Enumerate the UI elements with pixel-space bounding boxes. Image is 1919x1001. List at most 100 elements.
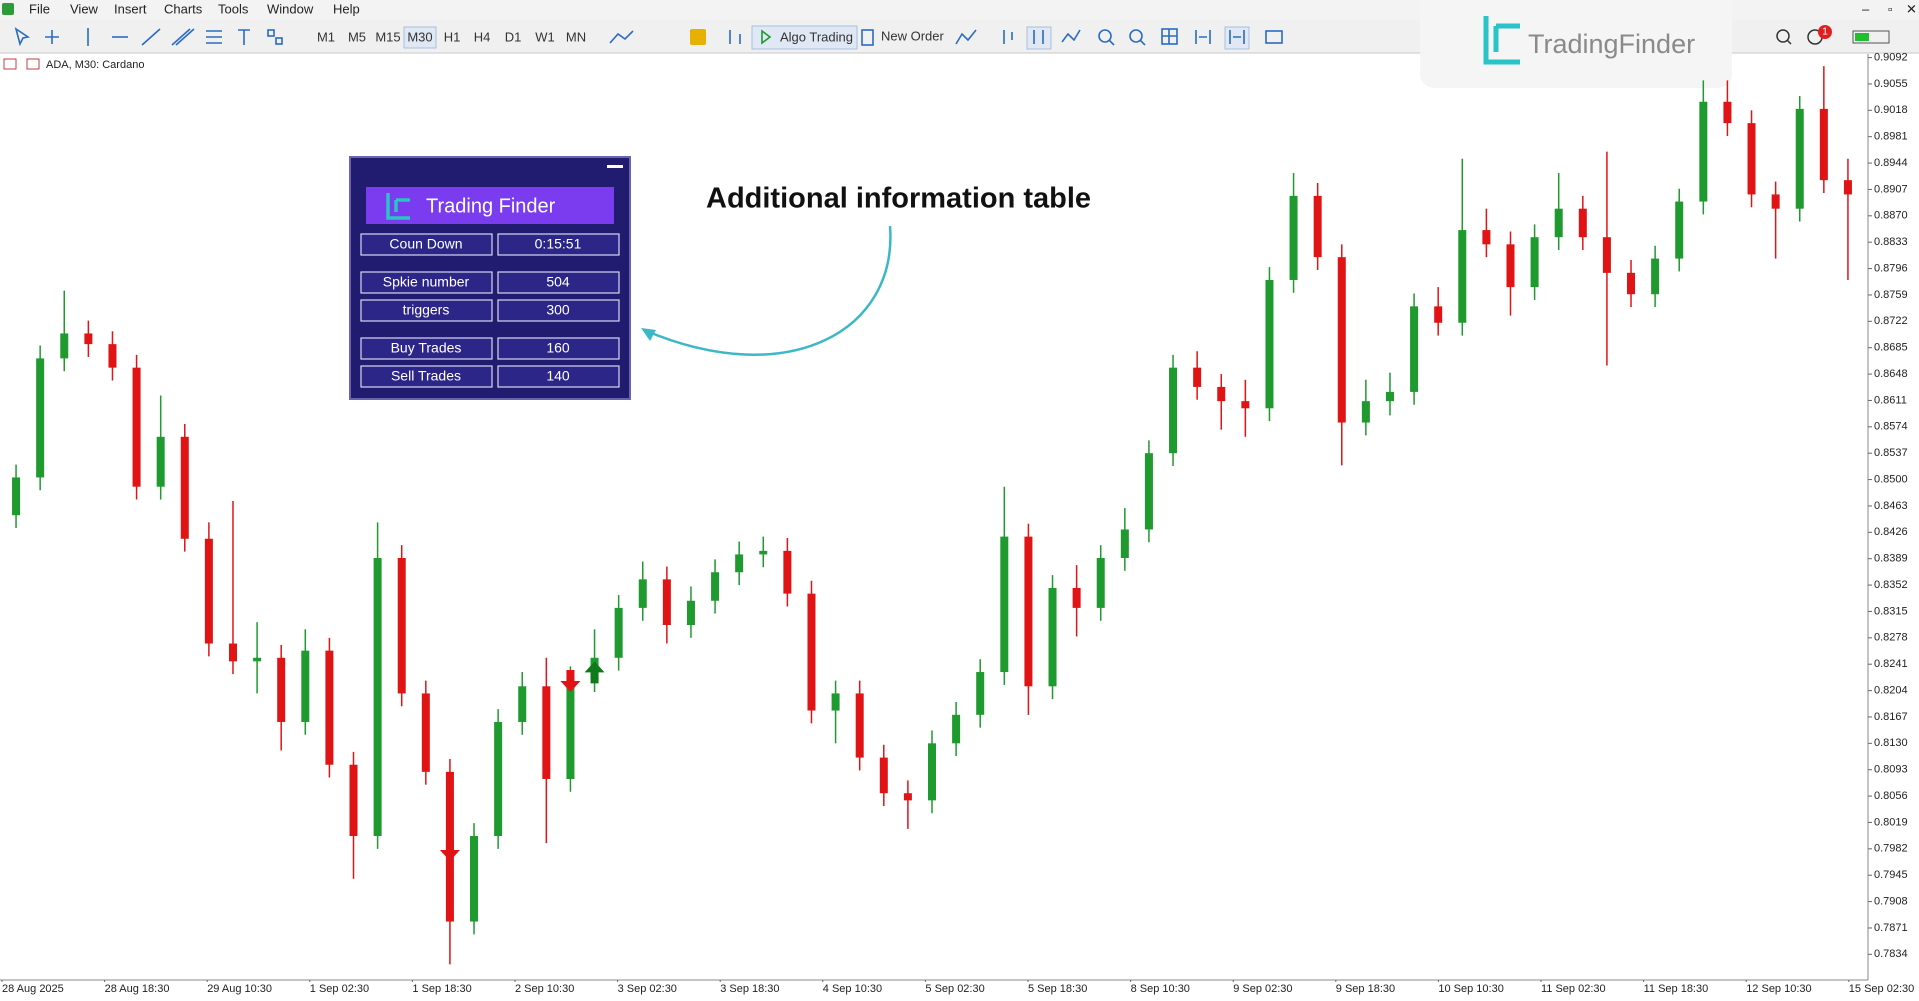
menu-item[interactable]: Insert bbox=[114, 1, 147, 16]
y-tick-label: 0.7982 bbox=[1874, 843, 1908, 855]
x-tick-label: 9 Sep 02:30 bbox=[1233, 983, 1292, 995]
x-tick-label: 4 Sep 10:30 bbox=[823, 983, 882, 995]
x-tick-label: 3 Sep 02:30 bbox=[618, 983, 677, 995]
candle-body bbox=[421, 693, 430, 772]
row-label: Sell Trades bbox=[391, 368, 461, 384]
active-timeframe bbox=[403, 26, 437, 49]
x-tick-label: 11 Sep 18:30 bbox=[1644, 983, 1709, 995]
cell bbox=[360, 271, 493, 294]
watermark: TradingFinder bbox=[1528, 29, 1695, 59]
candle-body bbox=[1482, 230, 1491, 245]
candle-body bbox=[1795, 108, 1804, 209]
candle-body bbox=[1434, 306, 1443, 323]
candle-body bbox=[928, 743, 936, 801]
candle-body bbox=[1313, 195, 1322, 258]
toolbar-icons: – ▫ ✕ bbox=[14, 1, 1917, 50]
menu-item[interactable]: View bbox=[70, 1, 99, 16]
y-tick-label: 0.9055 bbox=[1874, 78, 1908, 90]
x-label-bg bbox=[410, 982, 489, 995]
candle-body bbox=[277, 657, 286, 722]
x-label-bg bbox=[307, 982, 386, 995]
timeframe[interactable]: M30 bbox=[407, 29, 432, 44]
menu-item[interactable]: Tools bbox=[218, 1, 249, 16]
menu-item[interactable]: Help bbox=[333, 1, 360, 16]
y-tick-label: 0.7871 bbox=[1874, 922, 1908, 934]
y-tick-label: 0.8759 bbox=[1874, 289, 1908, 301]
candle-body bbox=[1819, 108, 1828, 181]
candle-body bbox=[566, 679, 575, 779]
candle-body bbox=[1000, 536, 1009, 673]
candle-body bbox=[84, 333, 93, 345]
candle-body bbox=[1530, 237, 1539, 288]
annotation: Additional information table bbox=[706, 183, 1091, 215]
y-tick-label: 0.8352 bbox=[1874, 579, 1908, 591]
timeframe[interactable]: W1 bbox=[535, 29, 555, 44]
x-tick-label: 1 Sep 18:30 bbox=[412, 983, 471, 995]
candle-body bbox=[1385, 391, 1394, 402]
timeframe[interactable]: D1 bbox=[505, 29, 522, 44]
sell-signal bbox=[439, 838, 460, 861]
x-label-bg bbox=[923, 982, 1002, 995]
x-label-bg bbox=[1846, 982, 1919, 995]
candle-body bbox=[349, 764, 358, 837]
y-tick-label: 0.9092 bbox=[1874, 51, 1908, 63]
x-tick-label: 2 Sep 10:30 bbox=[515, 983, 574, 995]
candle-body bbox=[373, 557, 382, 837]
candle-body bbox=[204, 538, 213, 644]
candle-body bbox=[132, 367, 141, 487]
y-tick-label: 0.8167 bbox=[1874, 711, 1908, 723]
y-tick-label: 0.8500 bbox=[1874, 473, 1908, 485]
timeframe[interactable]: M5 bbox=[348, 29, 366, 44]
candle-body bbox=[831, 693, 840, 711]
candle-body bbox=[1747, 123, 1756, 195]
new-order[interactable]: New Order bbox=[881, 28, 945, 43]
timeframe[interactable]: MN bbox=[566, 29, 586, 44]
candle-body bbox=[156, 436, 165, 487]
algo-button[interactable] bbox=[751, 25, 858, 50]
candle-body bbox=[952, 714, 961, 744]
timeframe[interactable]: M1 bbox=[317, 29, 335, 44]
x-tick-label: 29 Aug 10:30 bbox=[207, 983, 272, 995]
candle-body bbox=[518, 686, 527, 722]
candle-body bbox=[1193, 367, 1202, 387]
row-label: Spkie number bbox=[383, 274, 470, 290]
x-tick-label: 15 Sep 02:30 bbox=[1849, 983, 1914, 995]
candle-body bbox=[1699, 101, 1708, 202]
candle-body bbox=[1072, 587, 1081, 608]
menu-item[interactable]: Charts bbox=[164, 1, 203, 16]
timeframe[interactable]: H4 bbox=[474, 29, 491, 44]
candle-body bbox=[1410, 306, 1419, 392]
x-label-bg bbox=[0, 982, 78, 995]
algo-trading[interactable]: Algo Trading bbox=[780, 29, 853, 44]
x-label-bg bbox=[1539, 982, 1617, 995]
candle-body bbox=[783, 550, 792, 594]
candle-body bbox=[735, 554, 744, 573]
candle-body bbox=[614, 607, 623, 658]
y-tick-label: 0.8611 bbox=[1874, 394, 1907, 406]
timeframe[interactable]: M15 bbox=[375, 29, 400, 44]
candle-body bbox=[1217, 386, 1226, 402]
x-tick-label: 28 Aug 2025 bbox=[2, 983, 64, 995]
menu-item[interactable]: File bbox=[29, 1, 50, 16]
buy-signal bbox=[584, 661, 605, 684]
x-label-bg bbox=[1026, 982, 1104, 995]
candle-body bbox=[325, 650, 334, 765]
cell bbox=[497, 337, 620, 360]
x-tick-label: 5 Sep 18:30 bbox=[1028, 983, 1087, 995]
row-value: 160 bbox=[546, 340, 570, 356]
candle-body bbox=[1554, 208, 1563, 238]
x-tick-label: 9 Sep 18:30 bbox=[1336, 983, 1395, 995]
candle-body bbox=[1578, 208, 1587, 238]
y-tick-label: 0.8019 bbox=[1874, 816, 1908, 828]
y-tick-label: 0.8685 bbox=[1874, 342, 1908, 354]
candle-body bbox=[1675, 201, 1684, 259]
x-label-bg bbox=[205, 982, 284, 995]
y-tick-label: 0.8130 bbox=[1874, 737, 1908, 749]
row-label: Coun Down bbox=[389, 236, 462, 252]
menu-item[interactable]: Window bbox=[267, 1, 314, 16]
candle-body bbox=[1120, 529, 1129, 558]
candle-body bbox=[903, 793, 912, 801]
candle-body bbox=[759, 550, 768, 555]
timeframe[interactable]: H1 bbox=[444, 29, 461, 44]
